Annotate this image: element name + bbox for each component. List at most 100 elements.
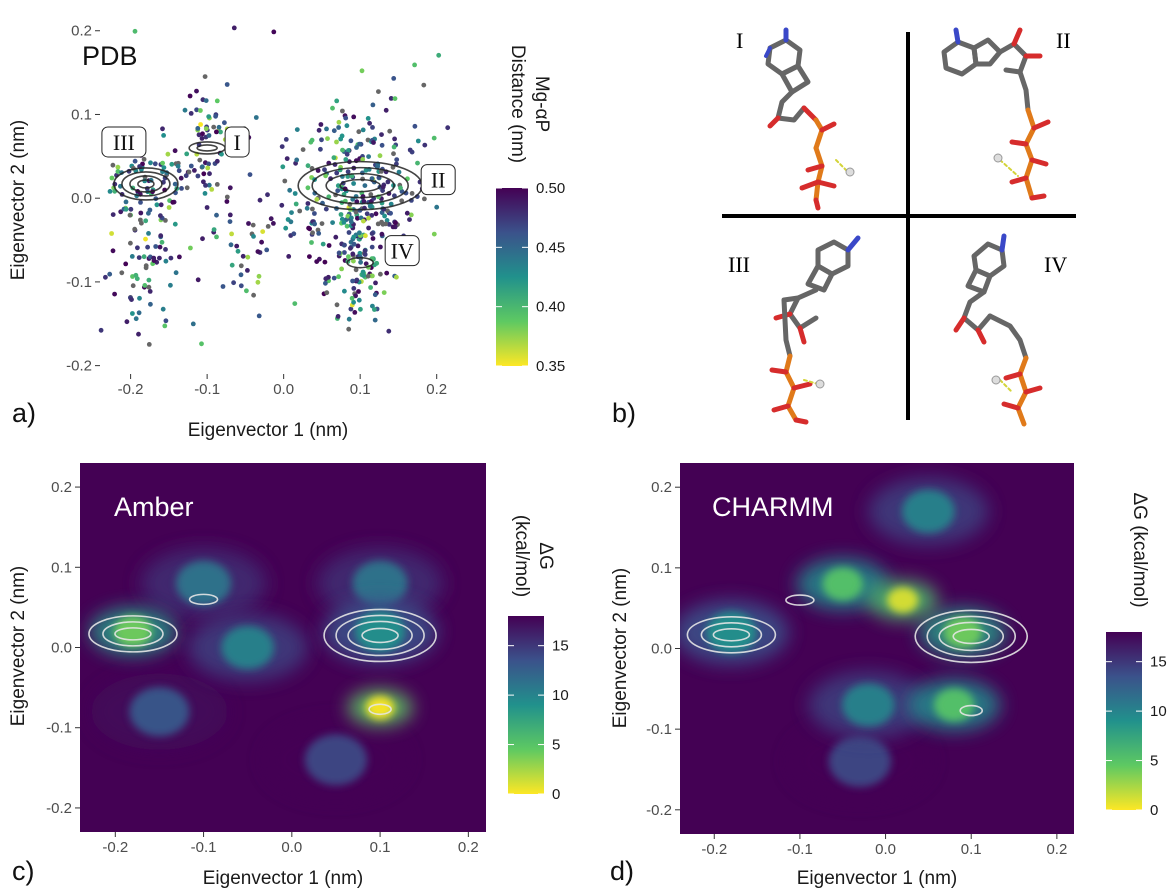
data-point [112,291,117,297]
data-point [158,202,164,208]
data-point [351,299,356,305]
data-point [388,210,393,216]
panel-label-d: d) [610,856,634,886]
pdb-contour [102,621,164,647]
data-point [169,161,175,167]
data-point [362,252,368,257]
panel-d-x-axis-label: Eigenvector 1 (nm) [797,868,958,889]
data-point [172,181,178,187]
data-point [146,231,151,236]
data-point [253,115,259,120]
pdb-contour [335,614,425,657]
data-point [194,107,200,113]
data-point [214,158,220,164]
data-point [314,197,320,202]
data-point [214,234,219,240]
data-point [348,245,353,251]
data-point [316,127,322,133]
data-point [162,323,168,329]
data-point [355,215,360,221]
data-point [160,126,165,132]
contour-II [311,166,409,205]
data-point [146,277,152,283]
data-point [357,230,362,236]
data-point [119,270,125,276]
data-point [211,124,217,130]
data-point [288,219,294,225]
data-point [370,102,376,108]
panel-a-y-tick-label: -0.2 [66,358,92,375]
data-point [143,263,149,269]
data-point [431,231,437,237]
data-point [331,128,337,134]
colorbar-tick-label: 10 [552,687,569,704]
data-point [366,225,371,231]
panel-a-y-axis-label: Eigenvector 2 (nm) [8,120,29,281]
contour-II [325,172,395,199]
data-point [141,156,147,162]
data-point [271,29,277,35]
data-point [315,168,321,173]
panel-d-y-tick-label: -0.1 [646,721,672,738]
heatmap-d-basins [680,477,1007,802]
data-point [207,171,212,177]
data-point [231,25,237,31]
contour-III [121,171,171,197]
data-point [195,125,201,131]
colorbar-tick-label: 0.40 [536,299,565,316]
data-point [292,191,298,196]
data-point [227,212,233,218]
data-point [141,254,147,260]
energy-basin-core [221,625,275,670]
molecule-II [941,27,1051,201]
data-point [163,258,169,264]
data-point [228,242,234,248]
panel-c-axes: -0.2 -0.1 0.0 0.1 0.2 -0.2 -0.1 0.0 0.1 0.2 [46,479,479,856]
pdb-contour [952,628,991,645]
data-point [312,211,317,216]
pdb-contour [88,615,178,653]
data-point [202,74,208,79]
data-point [362,183,368,189]
data-point [361,218,366,224]
data-point [346,326,352,332]
data-point [370,236,376,241]
data-point [161,133,167,138]
data-point [326,243,332,248]
data-point [377,153,383,159]
data-point [200,236,205,242]
data-point [354,145,359,150]
panel-d-x-tick-label: -0.1 [787,841,813,858]
data-point [434,204,440,210]
data-point [386,328,392,334]
data-point [318,146,323,152]
data-point [256,313,262,319]
energy-basin-core [822,567,864,601]
data-point [348,306,354,312]
data-point [201,179,206,185]
panel-c-x-tick-label: -0.1 [191,839,217,856]
data-point [340,108,345,114]
data-point [342,288,347,294]
data-point [279,202,285,208]
data-point [323,276,329,282]
data-point [124,319,130,325]
data-point [166,205,172,210]
pdb-contour [938,621,1005,652]
pdb-contour [914,609,1029,664]
data-point [251,234,256,239]
data-point [394,157,400,163]
data-point [289,210,294,216]
data-point [130,283,136,289]
data-point [206,161,212,167]
data-point [203,98,209,103]
data-point [390,224,396,230]
data-point [202,191,208,196]
panel-a-axes: -0.2 -0.1 0.0 0.1 0.2 -0.2 -0.1 0.0 0.1 0.2 [66,23,447,398]
data-point [265,192,270,198]
energy-basin-core [842,683,895,727]
data-point [219,151,224,157]
data-point [381,290,387,295]
cluster-label-II: II [431,168,446,193]
data-point [138,210,144,216]
